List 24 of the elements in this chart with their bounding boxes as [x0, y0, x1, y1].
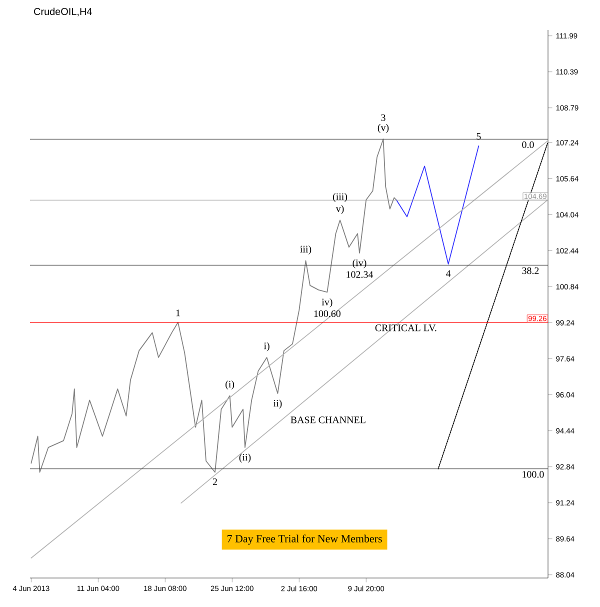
- annotation: CRITICAL LV.: [375, 324, 436, 332]
- annotation: 0.0: [522, 141, 534, 148]
- annotation: iii): [300, 245, 312, 254]
- annotation: 1: [176, 310, 180, 316]
- annotation: BASE CHANNEL: [290, 416, 366, 424]
- annotation: 5: [476, 133, 481, 140]
- line-series: [396, 145, 480, 264]
- chart-title: CrudeOIL,H4: [34, 8, 92, 16]
- annotation: v): [336, 204, 344, 214]
- annotation: ii): [273, 400, 282, 409]
- annotation: 102.34: [346, 271, 374, 278]
- annotation: (ii): [239, 454, 251, 463]
- annotation: 100.0: [522, 471, 544, 478]
- annotation: 7 Day Free Trial for New Members: [228, 534, 382, 545]
- annotation: 100.60: [314, 310, 340, 318]
- annotation: 38.2: [522, 267, 539, 274]
- annotation: i): [264, 342, 270, 352]
- annotation: 4: [446, 270, 451, 277]
- annotation: 3: [381, 114, 386, 122]
- annotation: (v): [378, 124, 389, 133]
- annotation: 2: [212, 478, 217, 485]
- annotation: (iii): [332, 192, 348, 202]
- annotation: (i): [226, 380, 234, 390]
- annotation: iv): [322, 298, 332, 308]
